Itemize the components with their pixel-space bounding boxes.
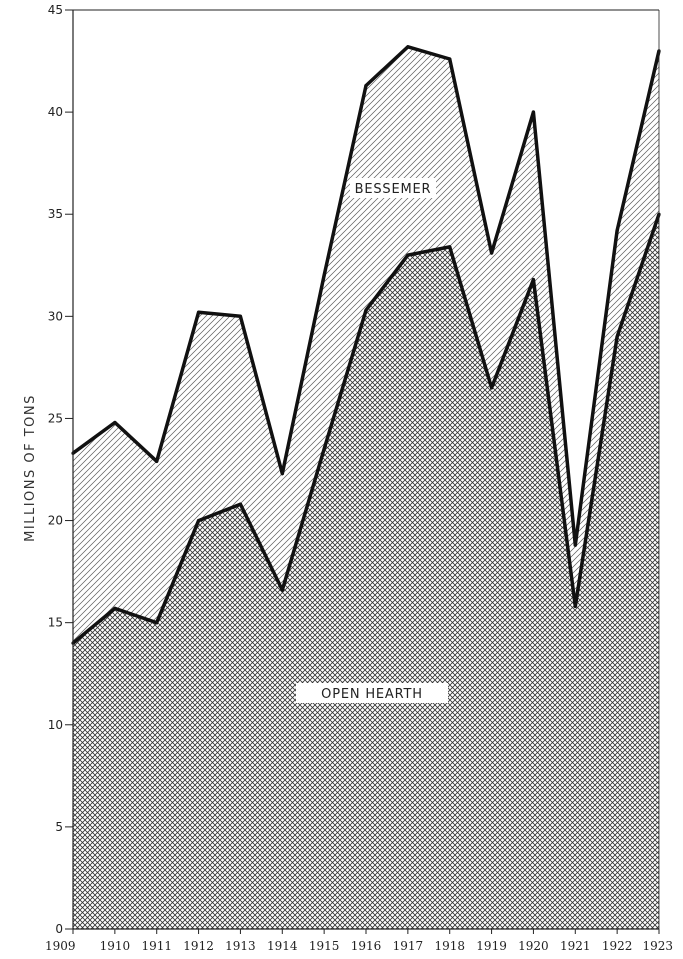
x-tick-label: 1916 [351,939,382,953]
x-tick-label: 1913 [225,939,256,953]
bessemer-point [155,459,159,463]
open-hearth-point [280,588,284,592]
y-tick-label: 0 [55,922,63,936]
bessemer-point [615,229,619,233]
x-tick-label: 1917 [393,939,424,953]
bessemer-point [322,273,326,278]
x-tick-label: 1922 [602,939,633,953]
bessemer-point [490,251,494,255]
open-hearth-point [155,621,159,625]
y-axis-title: MILLIONS OF TONS [23,394,38,542]
open-hearth-point [238,502,242,506]
bessemer-label: BESSEMER [355,182,432,197]
open-hearth-point [531,278,536,282]
open-hearth-area [73,214,659,929]
bessemer-point [364,84,368,88]
x-tick-label: 1910 [100,939,131,953]
open-hearth-label: OPEN HEARTH [321,687,423,702]
bessemer-point [448,57,452,61]
x-tick-label: 1909 [45,939,76,953]
x-tick-label: 1914 [267,939,298,953]
open-hearth-point [197,519,201,523]
y-tick-label: 10 [48,718,63,732]
bessemer-point [573,543,577,547]
open-hearth-point [615,335,619,339]
open-hearth-point [322,447,326,451]
open-hearth-point [573,604,577,608]
bessemer-point [531,110,536,114]
open-hearth-point [364,308,368,312]
x-tick-label: 1911 [141,939,172,953]
open-hearth-point [113,606,117,611]
bessemer-area [73,46,659,644]
bessemer-point [238,314,242,318]
plot-area [71,9,661,929]
x-axis: 1909 1910 1911 1912 1913 1914 1915 1916 1917 1918… [45,928,673,953]
x-tick-label: 1920 [518,939,549,953]
series-label-open-hearth: OPEN HEARTH [296,683,448,703]
y-tick-label: 15 [48,616,63,630]
y-tick-label: 35 [48,207,63,221]
bessemer-point [113,420,117,425]
x-tick-label: 1918 [434,939,465,953]
x-tick-label: 1915 [309,939,340,953]
bessemer-point [280,472,284,476]
x-tick-label: 1912 [183,939,214,953]
x-tick-label: 1921 [560,939,591,953]
x-tick-label: 1923 [642,939,673,953]
bessemer-point [197,310,201,314]
y-axis: 0 5 10 15 20 25 30 35 40 45 [48,3,74,936]
y-tick-label: 20 [48,514,63,528]
y-tick-label: 40 [48,105,63,119]
y-tick-label: 25 [48,411,63,425]
y-tick-label: 45 [48,3,63,17]
x-tick-label: 1919 [476,939,507,953]
y-tick-label: 30 [48,309,63,323]
open-hearth-point [406,253,410,257]
series-label-bessemer: BESSEMER [350,178,436,198]
open-hearth-point [490,386,494,390]
y-tick-label: 5 [55,820,63,834]
open-hearth-point [448,245,452,249]
bessemer-point [406,45,410,49]
